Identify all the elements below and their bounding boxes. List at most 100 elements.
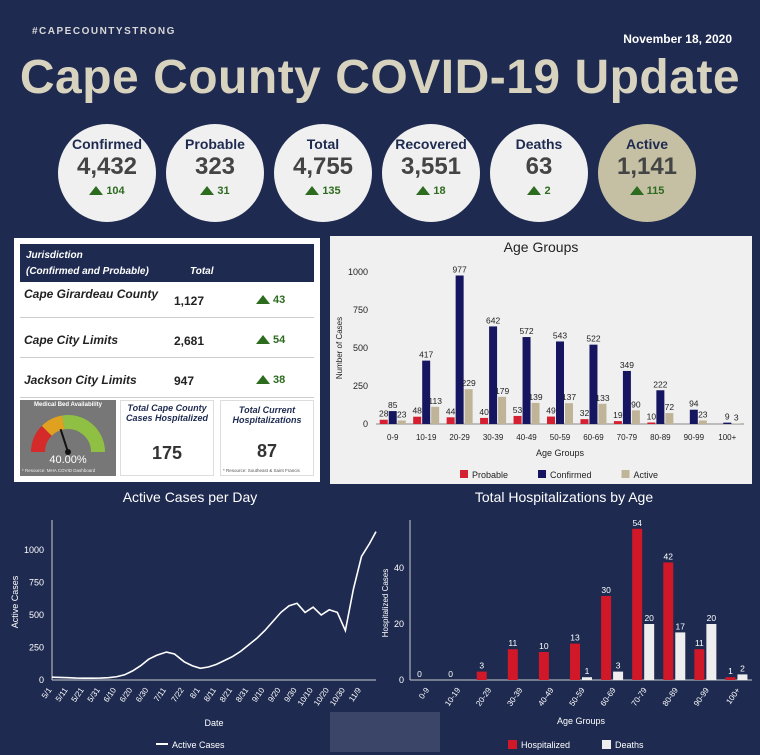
bar — [644, 624, 655, 680]
x-tick-label: 6/10 — [102, 686, 119, 704]
x-tick-label: 40-49 — [536, 686, 555, 708]
data-label: 94 — [689, 399, 699, 409]
data-label: 9 — [725, 412, 730, 422]
jurisdiction-change: 38 — [256, 374, 285, 386]
x-tick-label: 90-99 — [684, 433, 705, 442]
gauge-dial — [31, 415, 105, 455]
bar — [480, 417, 489, 424]
stat-change: 135 — [274, 185, 372, 197]
stat-value: 4,432 — [76, 153, 138, 180]
bar — [631, 410, 640, 424]
bar — [556, 341, 564, 424]
data-label: 28 — [379, 409, 389, 419]
x-tick-label: 9/20 — [266, 686, 283, 704]
y-tick-label: 40 — [394, 563, 404, 573]
gauge-needle — [59, 428, 69, 453]
bar — [663, 562, 674, 680]
x-tick-label: 5/1 — [40, 686, 54, 701]
hosp-cape-box: Total Cape County Cases Hospitalized 175 — [120, 400, 214, 476]
header-subtitle: (Confirmed and Probable) — [26, 266, 149, 277]
bar — [507, 649, 518, 680]
jurisdiction-change-value: 43 — [273, 294, 286, 306]
data-label: 1 — [585, 666, 590, 676]
y-tick-label: 1000 — [348, 267, 368, 277]
data-label: 44 — [446, 406, 456, 416]
stat-label: Active — [625, 136, 669, 152]
x-axis-label: Date — [204, 718, 223, 728]
data-label: 139 — [528, 392, 542, 402]
y-axis-label: Number of Cases — [335, 317, 344, 379]
stat-label: Deaths — [515, 136, 563, 152]
y-tick-label: 0 — [39, 675, 44, 685]
bar — [565, 403, 573, 424]
bar — [489, 326, 498, 424]
x-tick-label: 50-59 — [550, 433, 571, 442]
stat-value: 3,551 — [400, 153, 462, 180]
hosp-current-source: * Resource: Southeast & Saint Francis — [223, 468, 300, 473]
bar — [647, 422, 656, 424]
arrow-up-icon — [256, 335, 270, 344]
chart-title: Active Cases per Day — [123, 489, 258, 505]
arrow-up-icon — [527, 186, 542, 195]
x-tick-label: 10-19 — [416, 433, 437, 442]
x-tick-label: 8/31 — [234, 686, 251, 704]
stat-label: Recovered — [395, 136, 467, 152]
stat-circles: Confirmed 4,432 104 Probable 323 31 Tota… — [58, 124, 708, 224]
data-label: 13 — [570, 633, 580, 643]
jurisdiction-header: Jurisdiction (Confirmed and Probable) To… — [20, 244, 314, 282]
x-tick-label: 70-79 — [630, 686, 649, 708]
x-tick-label: 40-49 — [516, 433, 537, 442]
stat-change: 2 — [490, 185, 588, 197]
x-tick-label: 8/1 — [188, 686, 202, 701]
stat-recovered: Recovered 3,551 18 — [382, 124, 480, 222]
data-label: 137 — [562, 392, 576, 402]
header-jurisdiction: Jurisdiction — [26, 250, 83, 261]
data-label: 90 — [631, 399, 641, 409]
x-tick-label: 5/21 — [70, 686, 87, 704]
x-tick-label: 80-89 — [661, 686, 680, 708]
hashtag: #CAPECOUNTYSTRONG — [32, 26, 176, 37]
x-tick-label: 9/10 — [250, 686, 267, 704]
x-tick-label: 10/30 — [328, 686, 347, 708]
data-label: 3 — [479, 661, 484, 671]
stat-value: 323 — [194, 153, 236, 180]
arrow-up-icon — [89, 186, 104, 195]
gauge-segment — [62, 415, 105, 453]
stat-value: 63 — [525, 153, 553, 180]
jurisdiction-change-value: 54 — [273, 334, 286, 346]
y-tick-label: 1000 — [24, 545, 44, 555]
bar — [522, 337, 531, 424]
arrow-up-icon — [629, 186, 644, 195]
gauge-hub — [65, 449, 71, 455]
hosp-current-box: Total Current Hospitalizations 87 * Reso… — [220, 400, 314, 476]
stat-change: 115 — [598, 185, 696, 197]
y-axis-label: Active Cases — [10, 575, 20, 628]
y-tick-label: 750 — [353, 305, 368, 315]
data-label: 977 — [453, 264, 467, 274]
active-cases-chart: Active Cases per Day Active Cases Date 0 250… — [10, 489, 377, 750]
bar — [464, 389, 473, 424]
bar — [706, 624, 717, 680]
jurisdiction-name: Cape Girardeau County — [24, 287, 159, 301]
bar — [723, 422, 732, 424]
stat-value: 4,755 — [292, 153, 354, 180]
legend-label: Probable — [472, 470, 508, 480]
y-tick-label: 0 — [399, 675, 404, 685]
x-tick-label: 0-9 — [417, 686, 431, 701]
x-tick-label: 70-79 — [617, 433, 638, 442]
data-label: 2 — [740, 663, 745, 673]
legend-label: Active Cases — [172, 740, 225, 750]
x-axis-label: Age Groups — [557, 716, 606, 726]
age-groups-panel: Age Groups Number of Cases Age Groups 0 250 5… — [330, 236, 752, 484]
bar — [632, 528, 643, 680]
data-label: 0 — [417, 669, 422, 679]
bar — [737, 674, 748, 680]
jurisdiction-row: Jackson City Limits 947 38 — [20, 364, 314, 398]
stat-change-value: 115 — [646, 185, 665, 197]
legend-label: Hospitalized — [521, 740, 570, 750]
data-label: 53 — [513, 405, 523, 415]
header-total: Total — [190, 266, 214, 277]
bar — [613, 421, 622, 424]
jurisdiction-change-value: 38 — [273, 374, 286, 386]
bar — [613, 671, 624, 680]
